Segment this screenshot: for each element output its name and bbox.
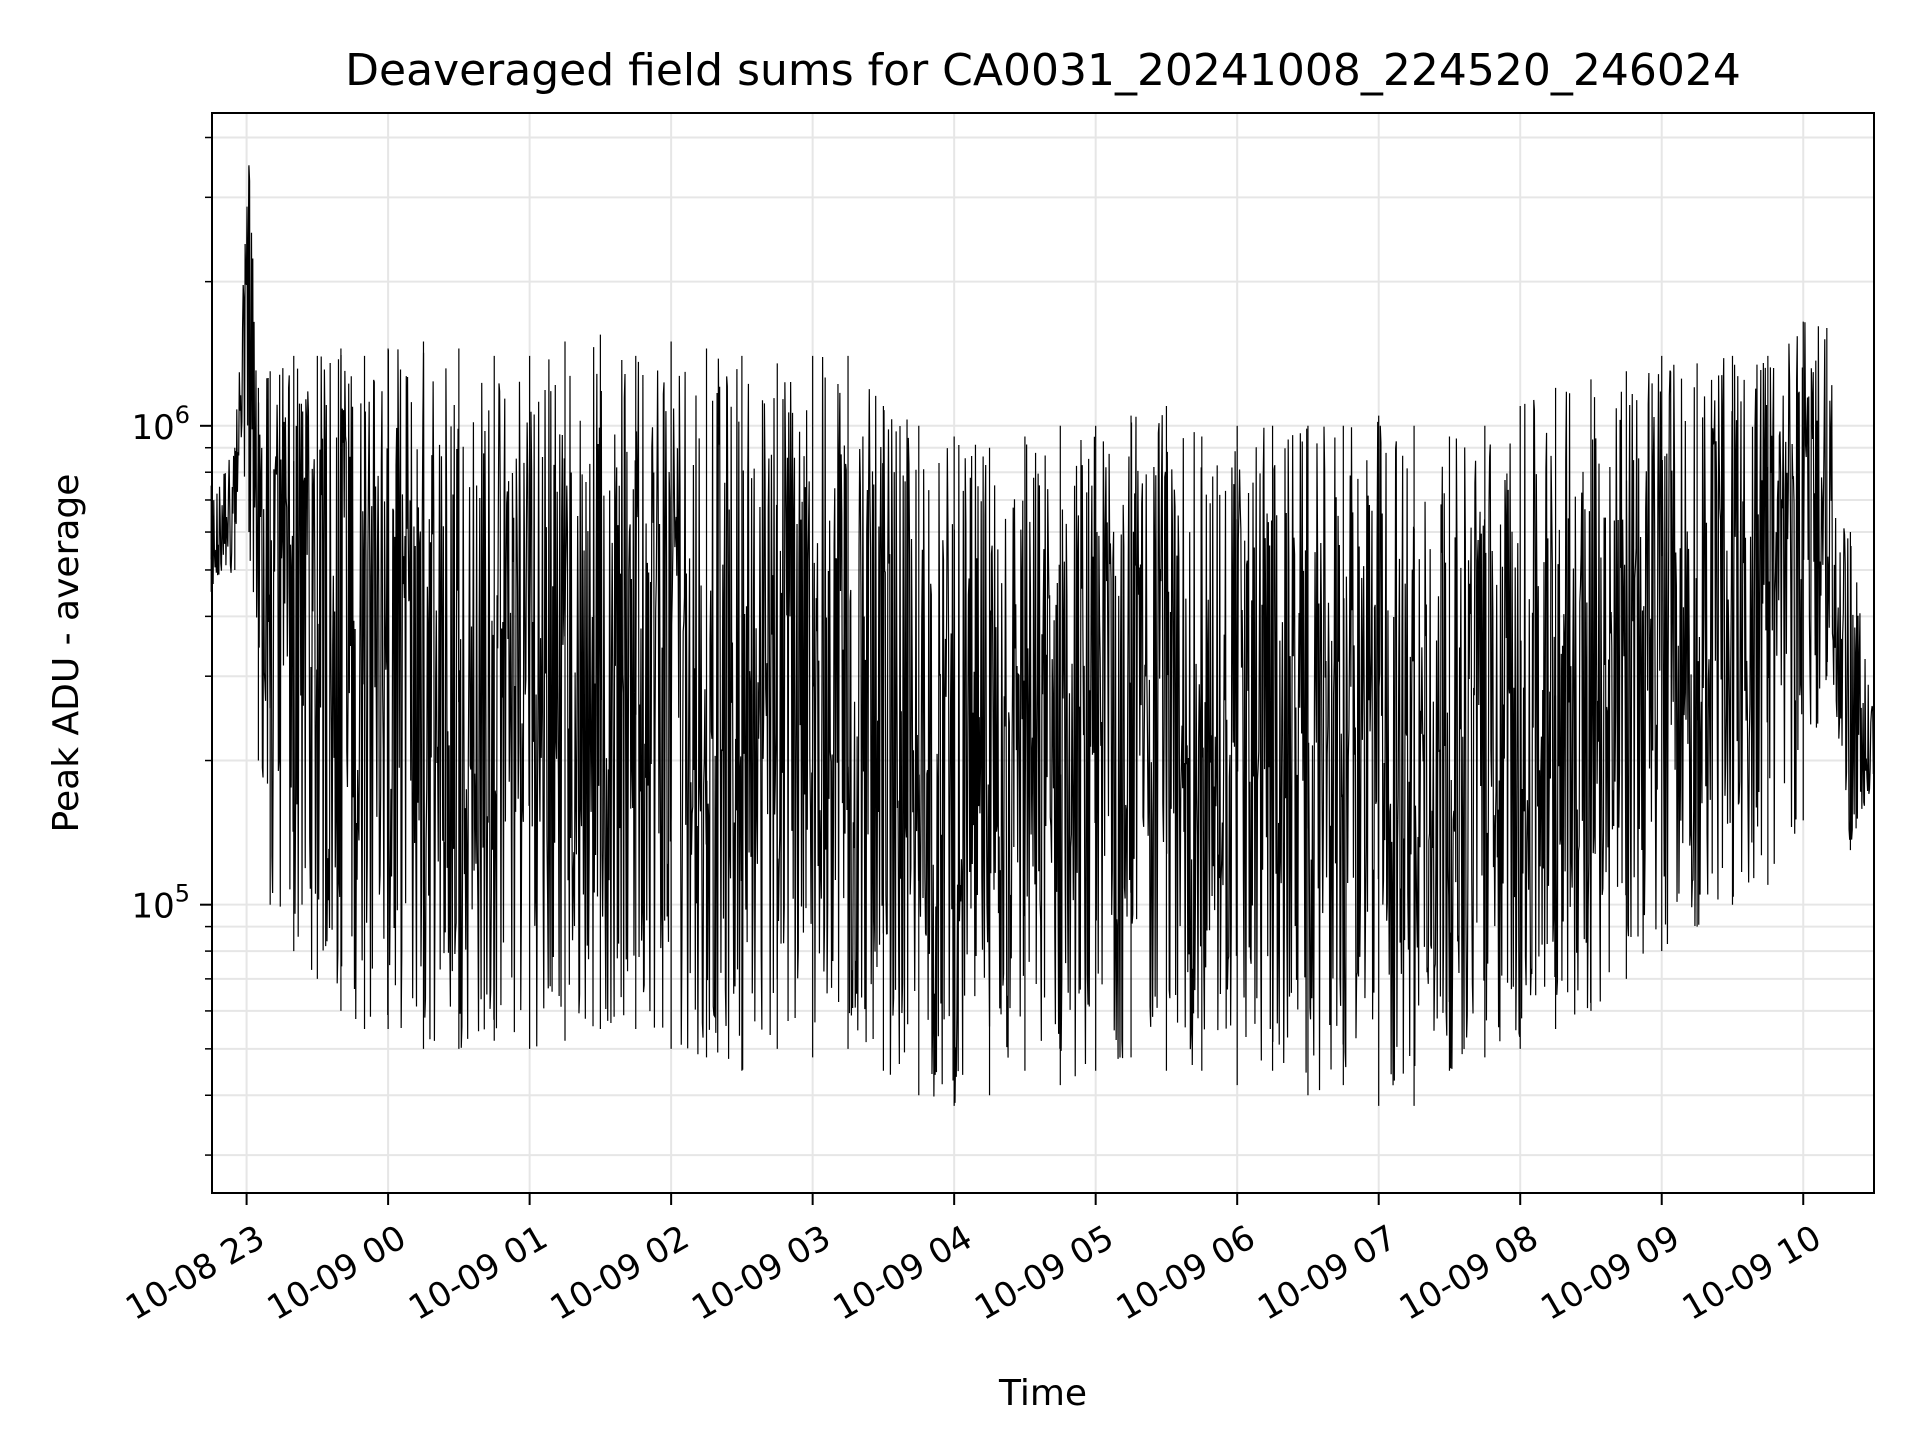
chart-title: Deaveraged field sums for CA0031_2024100…: [345, 45, 1741, 96]
y-axis: 105 106: [131, 136, 212, 1156]
axes-frame: [211, 112, 1875, 1194]
series-path: [210, 166, 1875, 1103]
x-axis-label: Time: [998, 1373, 1087, 1414]
y-tick-label: 106: [131, 401, 190, 448]
series-line: [210, 165, 1875, 1106]
y-tick-label: 105: [131, 880, 190, 927]
y-axis-label: Peak ADU - average: [46, 474, 87, 833]
